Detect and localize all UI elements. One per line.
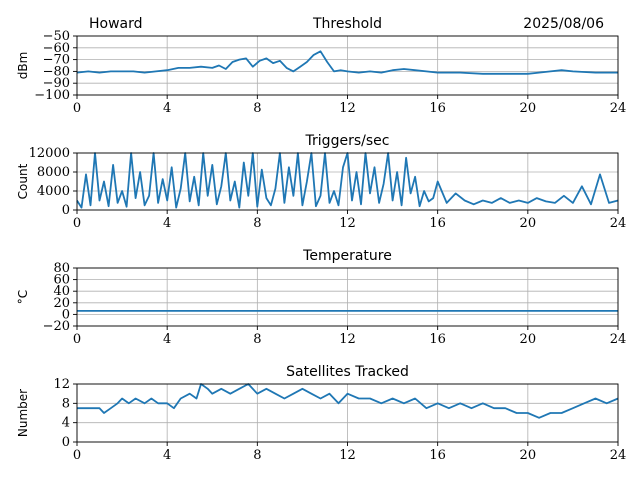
y-tick-label: −100 <box>34 88 70 103</box>
x-tick-label: 8 <box>253 216 261 231</box>
y-tick-label: 4 <box>62 416 70 431</box>
x-tick-label: 4 <box>163 332 171 347</box>
x-tick-label: 12 <box>339 216 356 231</box>
x-tick-label: 12 <box>339 448 356 463</box>
chart-title: Satellites Tracked <box>286 364 409 380</box>
station-name: Howard <box>89 16 143 32</box>
x-tick-label: 24 <box>610 101 627 116</box>
x-tick-label: 0 <box>73 216 81 231</box>
y-axis-label: Count <box>16 163 30 199</box>
x-tick-label: 20 <box>520 332 537 347</box>
chart-title: Triggers/sec <box>305 133 390 149</box>
x-tick-label: 0 <box>73 448 81 463</box>
x-tick-label: 4 <box>163 448 171 463</box>
chart-panel-2: 0 4 8 12 16 20 24 0 4000 8000 12000 Triggers/sec Cou… <box>16 133 626 231</box>
chart-panels: 0 4 8 12 16 20 24 −100−90−80−70−60−50 Threshold d… <box>16 16 626 463</box>
x-tick-label: 16 <box>429 332 446 347</box>
x-tick-label: 24 <box>610 448 627 463</box>
y-tick-label: 12000 <box>29 146 70 161</box>
y-tick-label: 0 <box>62 435 70 450</box>
x-tick-label: 24 <box>610 332 627 347</box>
x-tick-label: 20 <box>520 101 537 116</box>
y-tick-label: −60 <box>43 41 70 56</box>
y-tick-label: 0 <box>62 203 70 218</box>
chart-panel-4: 0 4 8 12 16 20 24 0 4 8 12 Satellites Tracked Number <box>16 364 626 463</box>
x-tick-label: 0 <box>73 101 81 116</box>
series-line-1 <box>76 152 619 209</box>
y-tick-label: −70 <box>43 53 70 68</box>
x-tick-label: 8 <box>253 101 261 116</box>
y-tick-label: 12 <box>53 377 70 392</box>
x-tick-label: 24 <box>610 216 627 231</box>
y-tick-label: 20 <box>53 296 70 311</box>
y-tick-label: −80 <box>43 64 70 79</box>
y-tick-label: 80 <box>53 261 70 276</box>
y-tick-label: 0 <box>62 307 70 322</box>
chart-title: Threshold <box>312 16 382 32</box>
y-axis-label: Number <box>16 389 30 437</box>
series-line-1 <box>76 50 618 75</box>
y-tick-label: 40 <box>53 284 70 299</box>
y-tick-label: 8 <box>62 396 70 411</box>
y-tick-label: 4000 <box>37 184 70 199</box>
x-tick-label: 4 <box>163 216 171 231</box>
y-tick-label: −90 <box>43 76 70 91</box>
x-tick-label: 20 <box>520 216 537 231</box>
x-tick-label: 12 <box>339 332 356 347</box>
x-tick-label: 16 <box>429 216 446 231</box>
y-axis-label: °C <box>16 290 30 304</box>
chart-title: Temperature <box>302 248 392 264</box>
x-tick-label: 8 <box>253 448 261 463</box>
chart-panel-1: 0 4 8 12 16 20 24 −100−90−80−70−60−50 Threshold d… <box>16 16 626 116</box>
x-tick-label: 20 <box>520 448 537 463</box>
y-tick-label: −50 <box>43 29 70 44</box>
x-tick-label: 8 <box>253 332 261 347</box>
y-axis-label: dBm <box>16 52 30 80</box>
x-tick-label: 0 <box>73 332 81 347</box>
series-line-1 <box>77 383 619 419</box>
y-tick-label: 8000 <box>37 165 70 180</box>
y-tick-label: 60 <box>53 273 70 288</box>
date-label: 2025/08/06 <box>523 16 604 32</box>
y-tick-label: −20 <box>43 319 70 334</box>
x-tick-label: 4 <box>163 101 171 116</box>
x-tick-label: 16 <box>429 101 446 116</box>
x-tick-label: 12 <box>339 101 356 116</box>
x-tick-label: 16 <box>429 448 446 463</box>
